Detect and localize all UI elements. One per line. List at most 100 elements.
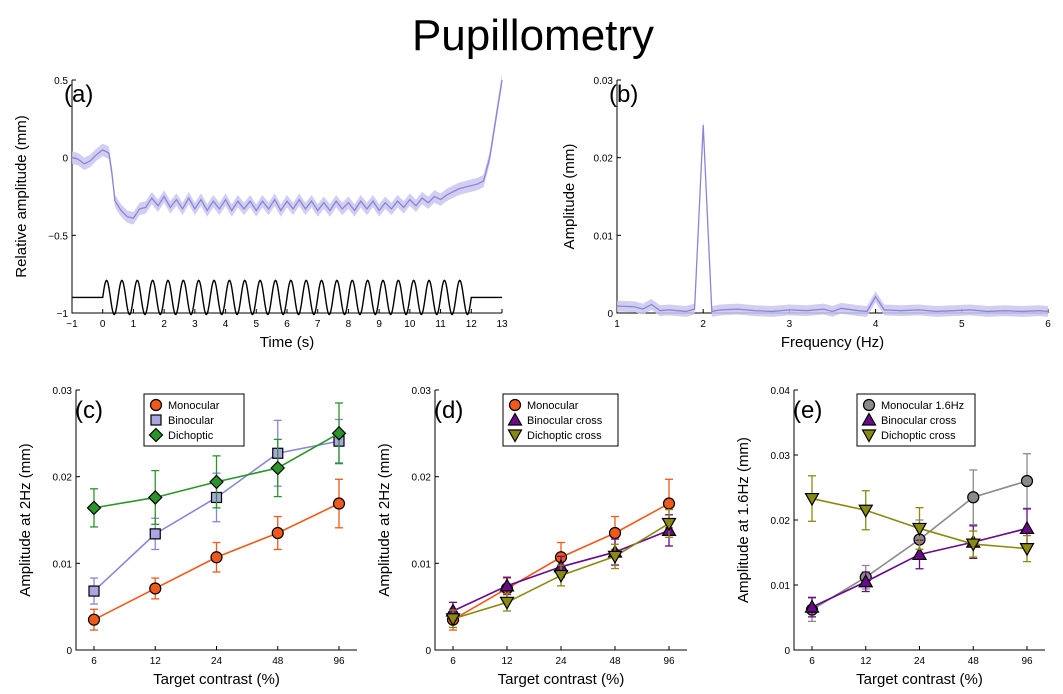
panel-b-xtick-label: 5: [959, 319, 965, 330]
panel-e-series-2: [804, 475, 1035, 563]
panel-d-series-2: [445, 508, 677, 629]
panel-d-data-point: [445, 613, 461, 627]
panel-b-ytick-label: 0.01: [594, 231, 614, 242]
panel-b-ylabel: Amplitude (mm): [561, 144, 578, 250]
panel-d-legend: [502, 393, 619, 447]
panel-d-legend-box: [502, 393, 619, 447]
panel-c-ytick-label: 0: [66, 646, 72, 657]
panel-d-xtick-label: 24: [555, 656, 567, 667]
panel-c-legend: [143, 393, 245, 447]
panel-e-xlabel: Target contrast (%): [856, 671, 983, 688]
panel-d-legend-label: Binocular cross: [527, 415, 603, 427]
panel-e-data-point: [858, 574, 874, 588]
panel-c-series-1: [88, 418, 345, 605]
panel-e-legend-marker: [861, 412, 877, 426]
panel-e-xtick-label: 48: [968, 656, 980, 667]
panel-e-ytick-label: 0.02: [771, 516, 791, 527]
panel-d-xlabel: Target contrast (%): [498, 671, 625, 688]
panel-a-xtick-label: −1: [66, 319, 78, 330]
panel-a-xtick-label: 8: [346, 319, 352, 330]
panel-b-error-band: [617, 119, 1048, 317]
panel-a-xtick-label: 10: [404, 319, 416, 330]
panel-c-xtick-label: 96: [333, 656, 345, 667]
panel-e-panel-label: (e): [793, 397, 822, 424]
panel-e-xtick-label: 24: [914, 656, 926, 667]
panel-d-data-point: [607, 550, 623, 565]
panel-e-xtick-label: 6: [809, 656, 815, 667]
panel-a-xtick-label: 11: [435, 319, 446, 330]
panel-e-legend-box: [856, 393, 976, 447]
panel-d-data-point: [661, 517, 677, 532]
panel-c-series-0: [87, 478, 346, 631]
panel-c-panel-label: (c): [75, 397, 103, 424]
panel-b: [616, 79, 1049, 317]
panel-d-data-point: [499, 578, 515, 592]
panel-c-ylabel: Amplitude at 2Hz (mm): [17, 443, 34, 596]
panel-c-data-point: [87, 613, 101, 626]
panel-a-series-line: [71, 79, 503, 219]
panel-e-legend-marker: [862, 398, 876, 412]
panel-b-panel-label: (b): [609, 81, 638, 108]
panel-b-ytick-label: 0.02: [594, 154, 614, 165]
panel-c-data-point: [86, 500, 102, 516]
panel-c-legend-marker: [149, 398, 163, 412]
panel-c-legend-marker: [148, 427, 164, 443]
panel-e-ytick-label: 0.04: [771, 386, 791, 397]
panel-d-xtick-label: 6: [450, 656, 456, 667]
panel-e-xtick-label: 96: [1021, 656, 1033, 667]
panel-c-data-point: [209, 474, 224, 490]
panel-d-legend-marker: [507, 429, 523, 443]
panel-b-series-line: [616, 125, 1049, 313]
panel-b-xtick-label: 6: [1045, 319, 1051, 330]
panel-d-series-0: [446, 478, 676, 631]
figure-title: Pupillometry: [412, 11, 654, 60]
panel-a-xtick-label: 4: [223, 319, 229, 330]
panel-a-ytick-label: −0.5: [48, 231, 68, 242]
panel-b-xtick-label: 1: [614, 319, 620, 330]
panel-d-legend-marker: [508, 398, 522, 412]
panel-a-xtick-label: 1: [131, 319, 137, 330]
panel-c-data-point: [149, 582, 162, 595]
panel-a-xtick-label: 0: [100, 319, 106, 330]
panel-d-ytick-label: 0.01: [412, 559, 432, 570]
panel-b-xtick-label: 2: [700, 319, 706, 330]
panel-d-xtick-label: 96: [663, 656, 675, 667]
panel-c-xtick-label: 48: [272, 656, 284, 667]
panel-a-xtick-label: 2: [161, 319, 167, 330]
panel-e-ytick-label: 0: [784, 646, 790, 657]
panel-e-data-point: [1019, 520, 1035, 535]
panel-d-panel-label: (d): [434, 397, 463, 424]
panel-d-legend-label: Monocular: [527, 400, 579, 412]
panel-d-data-point: [608, 526, 622, 540]
panel-c-xlabel: Target contrast (%): [153, 671, 280, 688]
panel-e-data-point: [1020, 474, 1034, 488]
panel-c-data-point: [332, 497, 346, 510]
panel-e-data-point: [911, 522, 928, 537]
panel-a-stimulus-waveform: [72, 279, 502, 316]
panel-e-data-point: [858, 504, 874, 518]
panel-d-data-point: [499, 596, 515, 611]
panel-d-ylabel: Amplitude at 2Hz (mm): [376, 443, 393, 596]
panel-e-data-point: [1019, 542, 1035, 557]
panel-b-xtick-label: 4: [873, 319, 879, 330]
panel-e-legend-marker: [861, 429, 877, 443]
panel-c-data-point: [210, 551, 223, 564]
panel-b-ytick-label: 0.03: [594, 76, 614, 87]
panel-d-xtick-label: 12: [501, 656, 513, 667]
panel-d-legend-marker: [507, 412, 523, 426]
panel-c-ytick-label: 0.03: [53, 386, 73, 397]
panel-c-legend-label: Monocular: [168, 400, 220, 412]
panel-c-series-2: [86, 402, 347, 528]
panel-a-xtick-label: 6: [284, 319, 290, 330]
panel-e-xtick-label: 12: [860, 656, 872, 667]
panel-d-ytick-label: 0.03: [412, 386, 432, 397]
panel-e-data-point: [804, 599, 820, 613]
panel-a-ylabel: Relative amplitude (mm): [13, 115, 30, 278]
panel-e-data-point: [804, 492, 820, 507]
panel-a-panel-label: (a): [64, 81, 93, 108]
panel-e-legend: [856, 393, 976, 447]
panel-e-data-point: [965, 538, 981, 552]
panel-e-data-point: [967, 491, 980, 504]
panel-c-data-point: [271, 526, 284, 540]
